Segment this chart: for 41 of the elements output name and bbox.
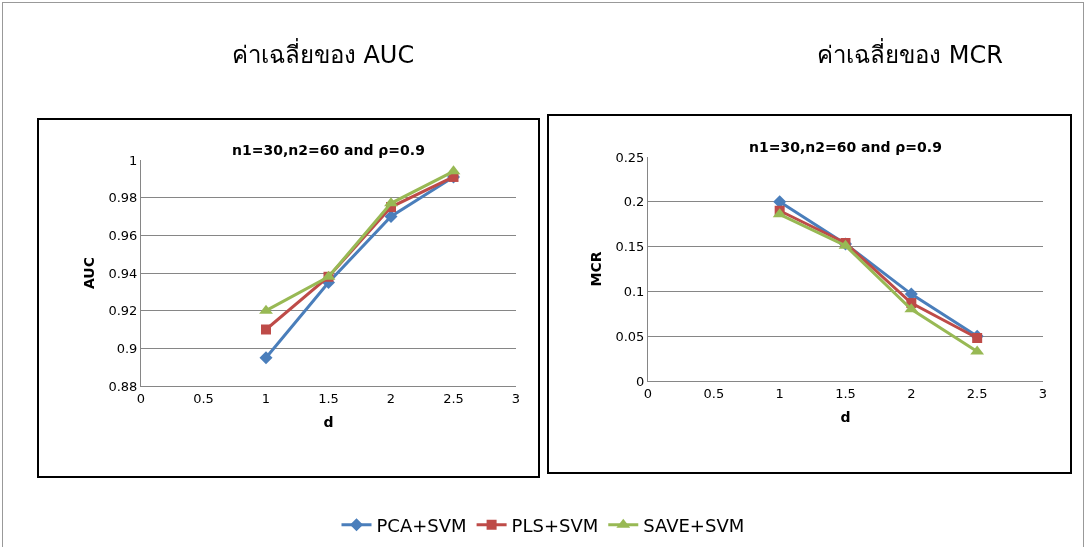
point bbox=[384, 210, 398, 223]
point bbox=[384, 197, 398, 207]
x-axis-title: d bbox=[323, 413, 334, 430]
y-tick-label: 1 bbox=[129, 152, 138, 168]
y-axis-title: AUC bbox=[81, 256, 98, 290]
y-tick-label: 0 bbox=[636, 373, 645, 389]
y-tick-label: 0.9 bbox=[116, 340, 138, 356]
x-tick-label: 2 bbox=[386, 390, 396, 406]
x-tick-label: 1.5 bbox=[318, 390, 339, 406]
point bbox=[261, 324, 271, 335]
y-tick-label: 0.2 bbox=[623, 194, 645, 210]
y-tick-label: 0.96 bbox=[108, 227, 138, 243]
y-tick-label: 0.98 bbox=[108, 190, 138, 206]
x-tick-label: 3 bbox=[511, 390, 521, 406]
x-tick-label: 1 bbox=[775, 385, 784, 401]
point bbox=[259, 304, 273, 314]
y-tick-label: 0.88 bbox=[108, 378, 138, 394]
x-tick-label: 2 bbox=[907, 385, 916, 401]
x-tick-label: 0.5 bbox=[703, 385, 725, 401]
legend-label: PLS+SVM bbox=[511, 514, 599, 536]
x-tick-label: 1.5 bbox=[835, 385, 856, 401]
y-tick-label: 0.92 bbox=[108, 303, 138, 319]
chart-subtitle: n1=30,n2=60 and ρ=0.9 bbox=[232, 142, 425, 158]
chart-subtitle: n1=30,n2=60 and ρ=0.9 bbox=[749, 139, 942, 155]
y-tick-label: 0.15 bbox=[615, 239, 645, 255]
x-tick-label: 2.5 bbox=[966, 385, 988, 401]
y-tick-label: 0.1 bbox=[623, 283, 645, 299]
legend-label: PCA+SVM bbox=[376, 514, 467, 536]
point bbox=[259, 351, 273, 365]
y-tick-label: 0.05 bbox=[615, 328, 645, 344]
x-tick-label: 1 bbox=[261, 390, 271, 406]
legend-label: SAVE+SVM bbox=[643, 514, 745, 536]
x-tick-label: 3 bbox=[1038, 385, 1048, 401]
x-tick-label: 0.5 bbox=[193, 390, 214, 406]
chart-title: ค่าเฉลี่ยของ AUC bbox=[231, 38, 415, 70]
y-axis-title: MCR bbox=[588, 251, 605, 287]
y-tick-label: 0.94 bbox=[108, 265, 138, 281]
y-tick-label: 0.25 bbox=[615, 149, 645, 165]
chart-title: ค่าเฉลี่ยของ MCR bbox=[817, 38, 1003, 70]
x-tick-label: 2.5 bbox=[443, 390, 464, 406]
x-axis-title: d bbox=[840, 408, 851, 425]
